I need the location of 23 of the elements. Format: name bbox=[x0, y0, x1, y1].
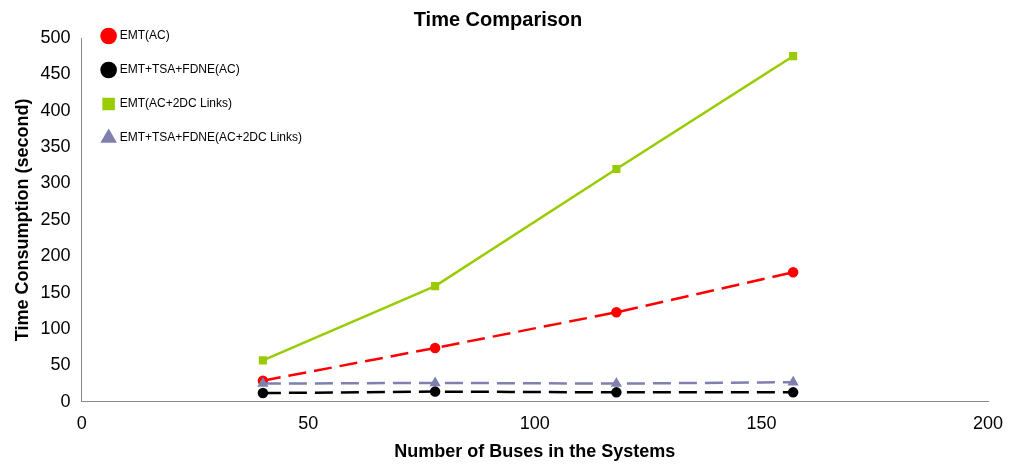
y-tick-label: 450 bbox=[40, 63, 71, 84]
y-tick-label: 150 bbox=[40, 281, 71, 302]
y-tick-label: 0 bbox=[60, 390, 71, 411]
y-tick-label: 400 bbox=[40, 99, 71, 120]
chart-title: Time Comparison bbox=[413, 7, 583, 30]
legend-label: EMT(AC) bbox=[119, 28, 170, 43]
y-axis-title: Time Consumption (second) bbox=[11, 98, 32, 342]
y-tick-label: 500 bbox=[40, 26, 71, 47]
x-tick-label: 100 bbox=[519, 412, 550, 433]
x-tick-label: 150 bbox=[746, 412, 777, 433]
legend-label: EMT+TSA+FDNE(AC) bbox=[119, 62, 240, 77]
y-tick-label: 300 bbox=[40, 172, 71, 193]
x-tick-label: 200 bbox=[972, 412, 1004, 433]
legend-label: EMT+TSA+FDNE(AC+2DC Links) bbox=[119, 130, 303, 145]
x-axis-title: Number of Buses in the Systems bbox=[394, 441, 676, 462]
y-tick-label: 100 bbox=[40, 318, 71, 339]
legend-label: EMT(AC+2DC Links) bbox=[119, 96, 232, 111]
y-tick-label: 350 bbox=[40, 136, 71, 157]
y-tick-label: 50 bbox=[50, 354, 71, 375]
y-tick-label: 200 bbox=[40, 245, 71, 266]
y-tick-label: 250 bbox=[40, 208, 71, 229]
x-tick-label: 50 bbox=[298, 412, 319, 433]
x-tick-label: 0 bbox=[76, 412, 87, 433]
